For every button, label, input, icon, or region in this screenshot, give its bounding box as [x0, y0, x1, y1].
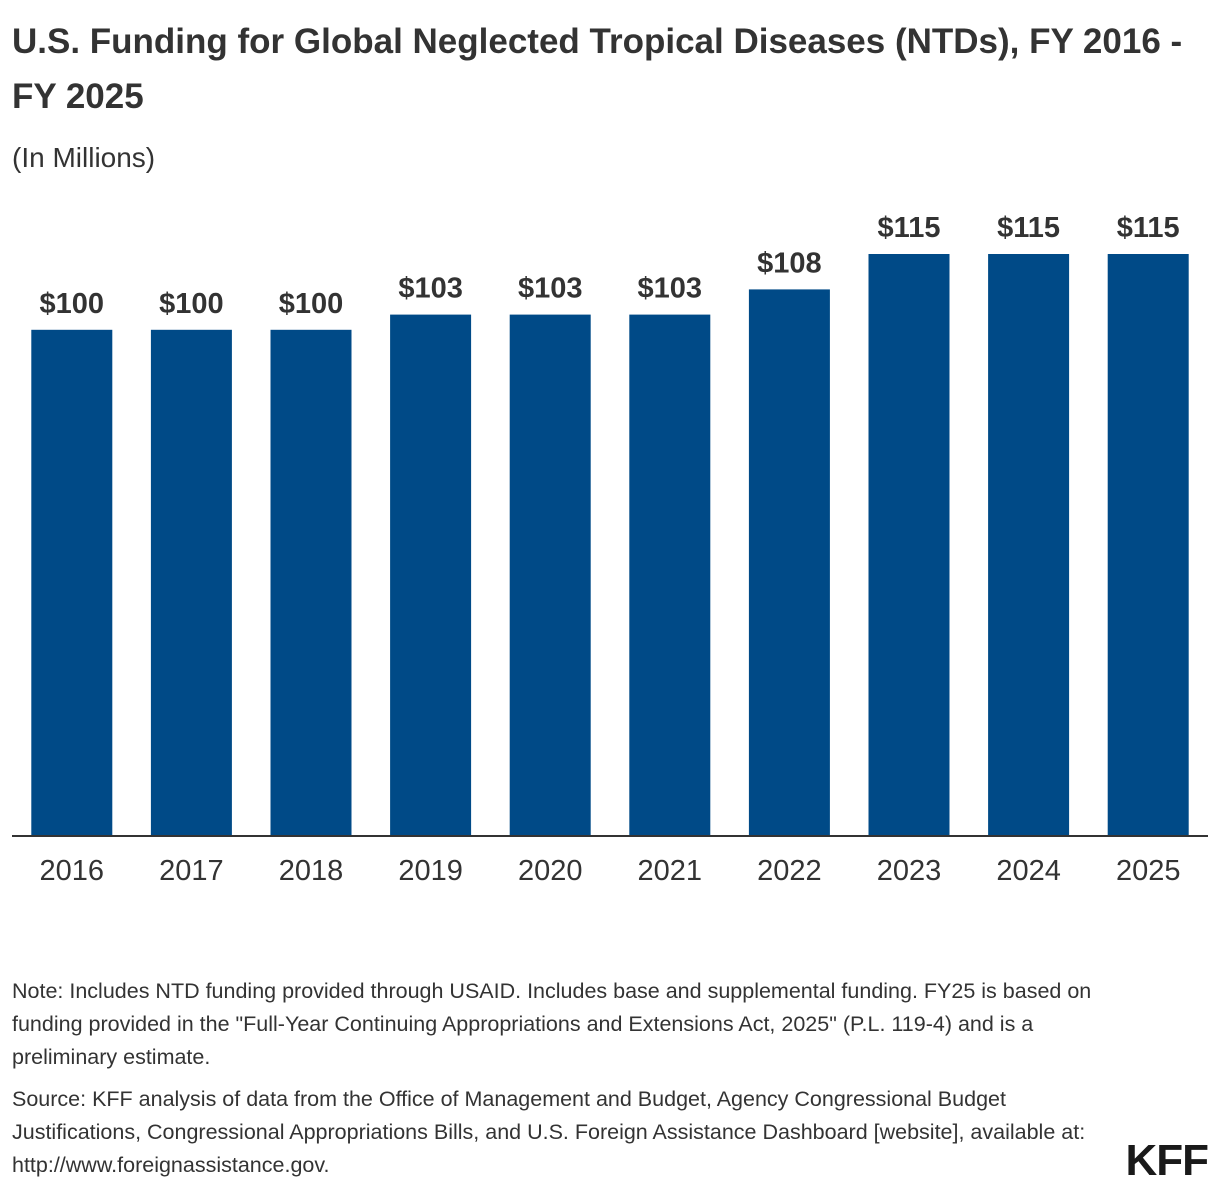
data-label-2019: $103 — [398, 273, 463, 305]
chart-subtitle: (In Millions) — [12, 142, 156, 173]
x-tick-label-2024: 2024 — [996, 855, 1061, 887]
data-label-2025: $115 — [1117, 212, 1180, 244]
bar-2021[interactable] — [629, 314, 711, 836]
kff-logo: KFF — [1125, 1136, 1209, 1185]
x-tick-label-2017: 2017 — [159, 855, 224, 887]
x-tick-label-2022: 2022 — [757, 855, 822, 887]
data-label-2022: $108 — [757, 247, 822, 279]
bar-2022[interactable] — [748, 289, 830, 835]
bar-2024[interactable] — [988, 254, 1070, 835]
chart-title: U.S. Funding for Global Neglected Tropic… — [12, 22, 1183, 116]
data-label-2024: $115 — [997, 212, 1060, 244]
data-label-2017: $100 — [159, 288, 224, 320]
x-tick-label-2020: 2020 — [518, 855, 583, 887]
data-label-2018: $100 — [279, 288, 344, 320]
bar-chart: $100 2016 $100 2017 $100 2018 $103 2019 $103 2020… — [12, 212, 1208, 887]
chart-source: Source: KFF analysis of data from the Of… — [12, 1087, 1086, 1177]
bar-2016[interactable] — [31, 329, 113, 835]
x-tick-label-2025: 2025 — [1116, 855, 1181, 887]
data-label-2016: $100 — [40, 288, 105, 320]
x-tick-label-2021: 2021 — [638, 855, 703, 887]
x-tick-label-2018: 2018 — [279, 855, 344, 887]
data-label-2020: $103 — [518, 273, 583, 305]
chart-note: Note: Includes NTD funding provided thro… — [12, 979, 1092, 1069]
data-label-2021: $103 — [638, 273, 703, 305]
bar-2018[interactable] — [270, 329, 352, 835]
bar-2020[interactable] — [509, 314, 591, 836]
x-tick-label-2023: 2023 — [877, 855, 942, 887]
x-tick-label-2016: 2016 — [40, 855, 105, 887]
bar-2017[interactable] — [150, 329, 232, 835]
bar-2025[interactable] — [1107, 254, 1189, 835]
data-label-2023: $115 — [878, 212, 941, 244]
bar-2023[interactable] — [868, 254, 950, 835]
bar-2019[interactable] — [390, 314, 472, 836]
x-tick-label-2019: 2019 — [398, 855, 463, 887]
